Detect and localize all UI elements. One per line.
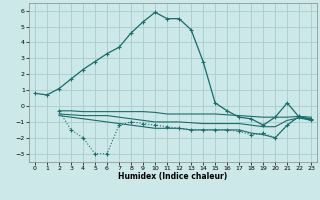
X-axis label: Humidex (Indice chaleur): Humidex (Indice chaleur)	[118, 172, 228, 181]
